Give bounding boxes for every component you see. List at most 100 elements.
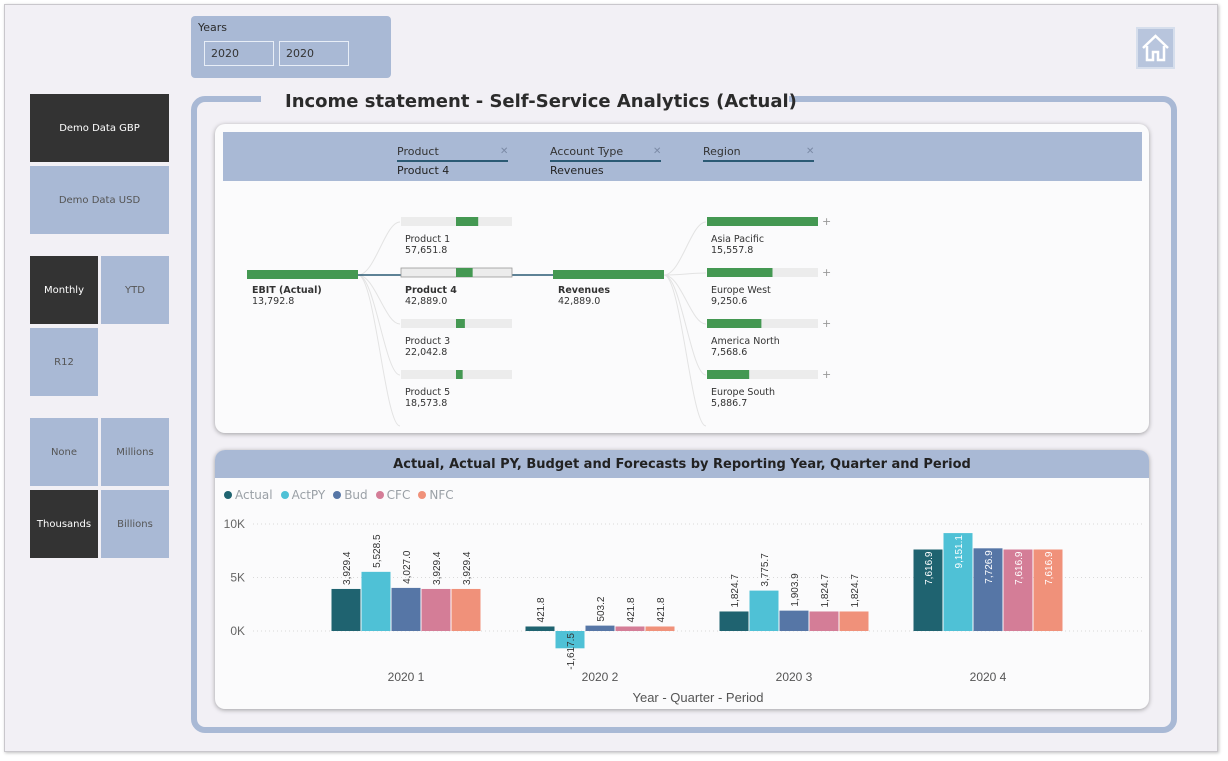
data-label: 3,929.4 (432, 551, 443, 585)
none-button[interactable]: None (30, 418, 98, 486)
bar-actpy-3[interactable] (749, 590, 779, 631)
millions-button[interactable]: Millions (101, 418, 169, 486)
data-label: 9,151.1 (954, 535, 965, 569)
data-label: 1,824.7 (730, 574, 741, 608)
x-tick-label: 2020 1 (388, 670, 425, 684)
y-tick-label: 5K (230, 571, 245, 585)
data-label: 3,775.7 (760, 553, 771, 587)
clear-account-icon[interactable]: ✕ (653, 146, 662, 157)
bar-actual-3[interactable] (719, 611, 749, 631)
region-america-north-value: 7,568.6 (711, 347, 748, 358)
data-label: 3,929.4 (342, 551, 353, 585)
region-europe-south-label[interactable]: Europe South (711, 387, 776, 398)
tree-header: Product ✕ Product 4 Account Type ✕ Reven… (223, 132, 1142, 181)
bar-actual-4[interactable] (913, 549, 943, 631)
bar-cfc-3[interactable] (809, 611, 839, 631)
region-bar-3[interactable] (707, 319, 818, 328)
bar-cfc-4[interactable] (1003, 549, 1033, 631)
r12-button[interactable]: R12 (30, 328, 98, 396)
data-label: 5,528.5 (372, 534, 383, 568)
years-slicer: Years 2020 2020 (191, 16, 391, 78)
tree-header-account-label: Account Type (550, 145, 624, 158)
x-tick-label: 2020 3 (776, 670, 813, 684)
product-5-value: 18,573.8 (405, 398, 448, 409)
bar-nfc-3[interactable] (839, 611, 869, 631)
tree-header-region-label: Region (703, 145, 741, 158)
tree-header-product-label: Product (397, 145, 439, 158)
expand-asia-pacific-icon[interactable]: + (822, 215, 832, 228)
demo-data-usd-button[interactable]: Demo Data USD (30, 166, 169, 234)
product-1-value: 57,651.8 (405, 245, 448, 256)
tree-connectors (247, 217, 818, 427)
year-to-input[interactable]: 2020 (279, 41, 349, 66)
account-node-label[interactable]: Revenues (558, 285, 611, 296)
expand-europe-west-icon[interactable]: + (822, 266, 832, 279)
region-asia-pacific-value: 15,557.8 (711, 245, 754, 256)
years-label: Years (198, 21, 228, 34)
demo-data-gbp-button[interactable]: Demo Data GBP (30, 94, 169, 162)
data-label: 1,903.9 (790, 573, 801, 607)
region-america-north-label[interactable]: America North (711, 336, 780, 347)
clear-product-icon[interactable]: ✕ (500, 146, 509, 157)
billions-button[interactable]: Billions (101, 490, 169, 558)
x-axis-title: Year - Quarter - Period (632, 690, 763, 705)
product-5-label[interactable]: Product 5 (405, 387, 451, 398)
region-europe-west-label[interactable]: Europe West (711, 285, 771, 296)
legend-bud[interactable]: Bud (333, 488, 368, 502)
data-label: 421.8 (656, 597, 667, 622)
home-button[interactable] (1136, 27, 1175, 69)
product-3-label[interactable]: Product 3 (405, 336, 451, 347)
region-bar-2[interactable] (707, 268, 818, 277)
product-1-label[interactable]: Product 1 (405, 234, 451, 245)
bar-actpy-1[interactable] (361, 571, 391, 631)
x-tick-label: 2020 4 (970, 670, 1007, 684)
year-from-input[interactable]: 2020 (204, 41, 274, 66)
thousands-button[interactable]: Thousands (30, 490, 98, 558)
bar-bud-4[interactable] (973, 548, 1003, 631)
data-label: 421.8 (536, 597, 547, 622)
ytd-button[interactable]: YTD (101, 256, 169, 324)
report-canvas: Years 2020 2020 Demo Data GBP Demo Data … (4, 4, 1218, 752)
bar-actual-1[interactable] (331, 588, 361, 631)
bar-nfc-1[interactable] (451, 588, 481, 631)
product-3-value: 22,042.8 (405, 347, 448, 358)
clear-region-icon[interactable]: ✕ (806, 146, 815, 157)
bar-bud-1[interactable] (391, 587, 421, 631)
bar-actual-2[interactable] (525, 626, 555, 631)
bar-bud-2[interactable] (585, 625, 615, 631)
data-label: 4,027.0 (402, 550, 413, 584)
product-bar-2[interactable] (400, 267, 513, 278)
product-bar-3[interactable] (401, 319, 512, 328)
region-bar-4[interactable] (707, 370, 818, 379)
legend-actpy[interactable]: ActPY (280, 488, 325, 502)
region-europe-west-value: 9,250.6 (711, 296, 748, 307)
bar-chart: 10K 5K 0K 3,929.4 5,528.5 4,027.0 3,929.4 3,929… (224, 517, 1145, 705)
region-asia-pacific-label[interactable]: Asia Pacific (711, 234, 765, 245)
bar-nfc-2[interactable] (645, 626, 675, 631)
legend-cfc[interactable]: CFC (375, 488, 410, 502)
bar-actpy-4[interactable] (943, 533, 973, 631)
region-bar-1[interactable] (707, 217, 818, 226)
bar-nfc-4[interactable] (1033, 549, 1063, 631)
home-icon (1142, 34, 1169, 62)
product-4-label[interactable]: Product 4 (405, 285, 457, 296)
data-label: 7,726.9 (984, 550, 995, 584)
monthly-button[interactable]: Monthly (30, 256, 98, 324)
bar-bud-3[interactable] (779, 610, 809, 631)
product-bar-4[interactable] (401, 370, 512, 379)
x-tick-label: 2020 2 (582, 670, 619, 684)
legend-nfc[interactable]: NFC (418, 488, 454, 502)
data-label: 7,616.9 (1044, 551, 1055, 585)
data-label: -1,617.5 (566, 633, 577, 670)
account-node-value: 42,889.0 (558, 296, 601, 307)
data-label: 421.8 (626, 597, 637, 622)
legend-actual[interactable]: Actual (224, 488, 273, 502)
bar-actpy-2[interactable] (555, 631, 585, 649)
expand-america-north-icon[interactable]: + (822, 317, 832, 330)
expand-europe-south-icon[interactable]: + (822, 368, 832, 381)
bar-cfc-2[interactable] (615, 626, 645, 631)
product-bar-1[interactable] (401, 217, 512, 226)
product-4-value: 42,889.0 (405, 296, 448, 307)
bar-cfc-1[interactable] (421, 588, 451, 631)
bar-chart-card: Actual, Actual PY, Budget and Forecasts … (215, 450, 1149, 709)
